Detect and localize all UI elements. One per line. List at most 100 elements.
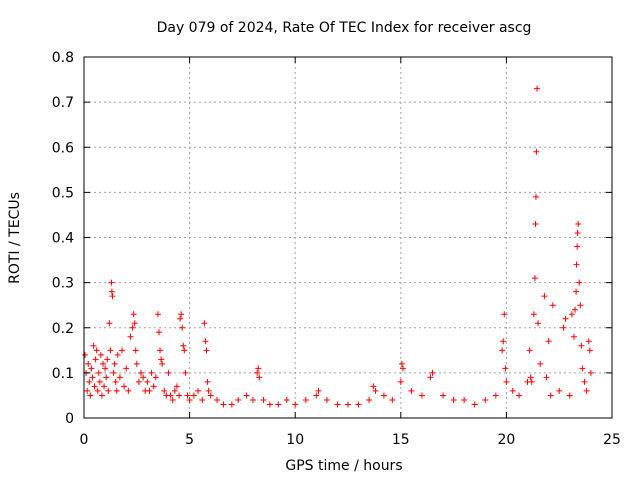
data-point [94, 387, 101, 394]
data-point [323, 396, 330, 403]
data-point [103, 374, 110, 381]
data-point [399, 365, 406, 372]
data-point [155, 329, 162, 336]
data-point [355, 401, 362, 408]
data-point [171, 387, 178, 394]
data-point [397, 378, 404, 385]
y-tick-label: 0.6 [52, 140, 74, 156]
data-point [499, 347, 506, 354]
data-point [90, 342, 97, 349]
data-point [334, 401, 341, 408]
data-point [531, 275, 538, 282]
data-point [157, 347, 164, 354]
y-tick-label: 0.1 [52, 366, 74, 382]
data-point [205, 387, 212, 394]
data-point [144, 378, 151, 385]
data-point [574, 243, 581, 250]
data-point [471, 401, 478, 408]
data-point [133, 360, 140, 367]
data-point [228, 401, 235, 408]
data-point [560, 324, 567, 331]
data-point [190, 392, 197, 399]
data-point [585, 338, 592, 345]
data-point [87, 392, 94, 399]
data-point [154, 311, 161, 318]
data-point [92, 356, 99, 363]
data-point [129, 324, 136, 331]
data-point [530, 311, 537, 318]
data-point [204, 378, 211, 385]
data-point [116, 374, 123, 381]
y-tick-label: 0 [65, 411, 74, 427]
data-point [482, 396, 489, 403]
data-point [138, 369, 145, 376]
data-point [302, 396, 309, 403]
data-point [292, 401, 299, 408]
data-point [127, 333, 134, 340]
data-point [461, 396, 468, 403]
data-point [84, 387, 91, 394]
data-point [131, 320, 138, 327]
data-point [579, 365, 586, 372]
x-tick-label: 20 [497, 432, 515, 448]
data-point [152, 374, 159, 381]
data-point [583, 387, 590, 394]
data-point [203, 347, 210, 354]
data-point [109, 293, 116, 300]
data-point [101, 383, 108, 390]
data-point [186, 396, 193, 403]
data-point [526, 347, 533, 354]
data-point [97, 351, 104, 358]
data-point [182, 369, 189, 376]
axis-ticks: 0 5 10 15 20 25 0 0.1 0.2 0.3 0.4 0.5 0.6 0.7 0.8 [52, 50, 621, 448]
data-point [532, 193, 539, 200]
x-tick-label: 5 [185, 432, 194, 448]
data-point [398, 360, 405, 367]
data-point [95, 369, 102, 376]
y-tick-label: 0.7 [52, 95, 74, 111]
y-tick-label: 0.5 [52, 185, 74, 201]
data-point [537, 360, 544, 367]
data-point [108, 279, 115, 286]
data-point [112, 378, 119, 385]
data-point [121, 383, 128, 390]
data-point [110, 369, 117, 376]
data-point [572, 306, 579, 313]
data-point [527, 374, 534, 381]
data-point [315, 387, 322, 394]
data-point [586, 347, 593, 354]
data-point [249, 396, 256, 403]
data-point [254, 369, 261, 376]
data-point [178, 311, 185, 318]
data-point [119, 347, 126, 354]
data-point [370, 383, 377, 390]
data-point [255, 365, 262, 372]
data-point [547, 392, 554, 399]
data-point [568, 311, 575, 318]
data-point [450, 396, 457, 403]
data-point [108, 288, 115, 295]
x-tick-label: 25 [603, 432, 621, 448]
data-point [207, 392, 214, 399]
data-point [581, 378, 588, 385]
data-point [180, 342, 187, 349]
data-point [181, 347, 188, 354]
data-point [98, 392, 105, 399]
data-point [173, 383, 180, 390]
data-point [543, 374, 550, 381]
data-point [429, 369, 436, 376]
data-point [516, 392, 523, 399]
data-point [534, 85, 541, 92]
data-point [220, 401, 227, 408]
data-point [313, 392, 320, 399]
x-tick-label: 15 [392, 432, 410, 448]
data-point [566, 392, 573, 399]
data-point [577, 302, 584, 309]
data-point [427, 374, 434, 381]
data-point [532, 220, 539, 227]
y-axis-label: ROTI / TECUs [7, 192, 23, 284]
data-point [418, 392, 425, 399]
x-tick-label: 0 [80, 432, 89, 448]
data-point [165, 369, 172, 376]
